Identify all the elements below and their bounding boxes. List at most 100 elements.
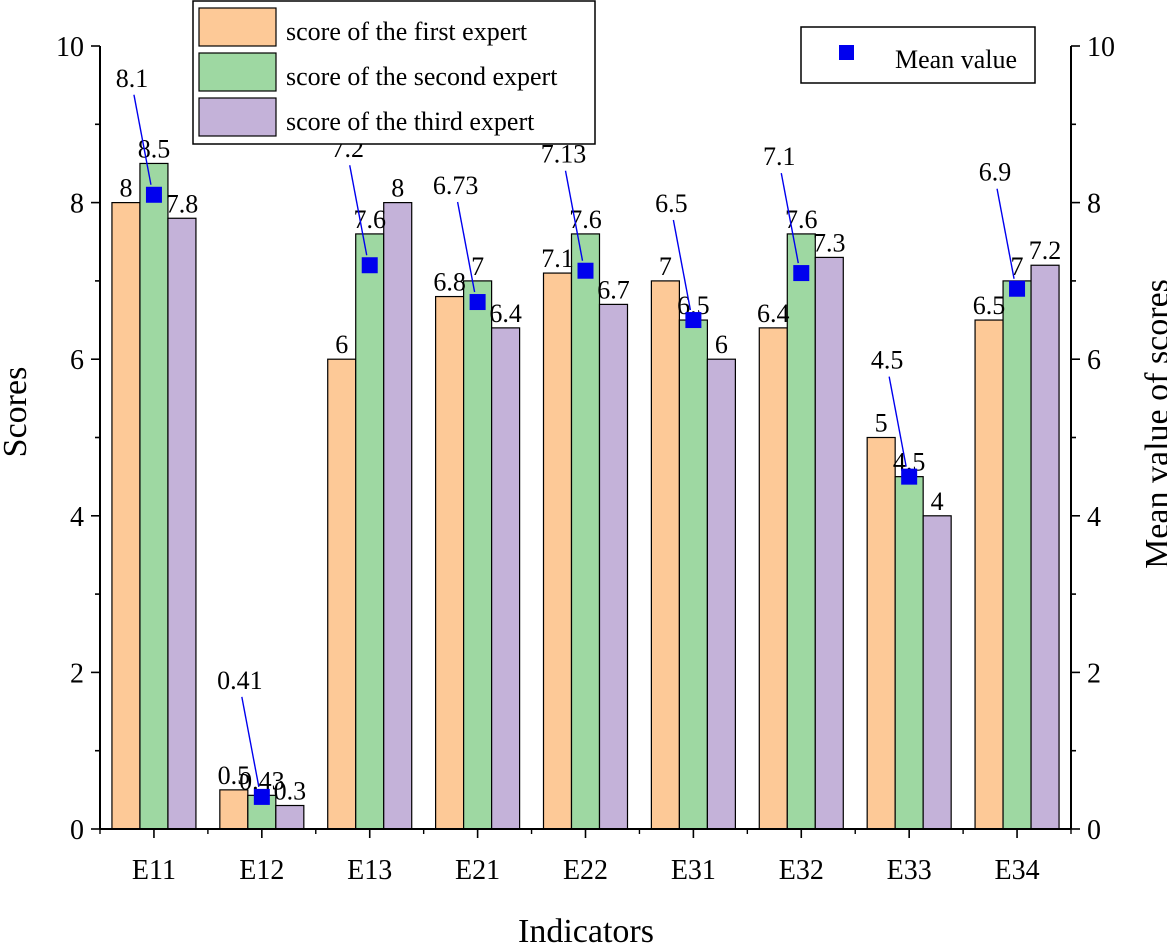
legend-swatch-second-expert <box>198 52 277 92</box>
legend-label-third-expert: score of the third expert <box>286 107 535 136</box>
mean-leader-E21 <box>456 201 476 293</box>
y-tick-label-left: 10 <box>56 32 84 63</box>
y-tick-label-left: 2 <box>70 658 84 689</box>
mean-label-E21: 6.73 <box>433 171 479 200</box>
x-tick-label-E11: E11 <box>132 855 176 886</box>
mean-marker-E31 <box>685 312 702 329</box>
bar-E22-expert-2 <box>570 233 601 830</box>
x-tick-label-E34: E34 <box>995 855 1040 886</box>
y-tick-label-left: 6 <box>70 345 84 376</box>
bar-E31-expert-3 <box>706 358 736 830</box>
bar-E12-expert-3 <box>275 804 305 830</box>
bar-E21-expert-3 <box>491 327 521 830</box>
mean-leader-E34 <box>996 188 1015 279</box>
mean-leader-E12 <box>241 696 260 788</box>
value-label-E13-expert-2: 7.6 <box>353 205 386 234</box>
bar-E33-expert-1 <box>866 436 896 830</box>
bar-E31-expert-2 <box>678 319 708 830</box>
x-axis-title: Indicators <box>518 913 654 944</box>
value-label-E21-expert-2: 7 <box>471 252 484 281</box>
value-label-E32-expert-3: 7.3 <box>813 228 846 257</box>
bar-E34-expert-3 <box>1030 264 1060 830</box>
bar-E21-expert-2 <box>463 280 493 830</box>
x-tick-label-E32: E32 <box>779 855 824 886</box>
mean-label-E34: 6.9 <box>979 158 1012 187</box>
value-label-E34-expert-2: 7 <box>1011 252 1024 281</box>
value-label-E22-expert-3: 6.7 <box>597 275 630 304</box>
mean-leader-E33 <box>888 376 907 467</box>
mean-leader-E13 <box>349 165 368 256</box>
mean-marker-E34 <box>1009 280 1026 297</box>
value-label-E31-expert-3: 6 <box>715 330 728 359</box>
bar-E13-expert-1 <box>327 358 357 830</box>
mean-leader-E31 <box>672 219 692 311</box>
y-tick-label-left: 8 <box>70 189 84 220</box>
mean-leader-E32 <box>780 172 799 264</box>
y-axis-title: Scores <box>0 367 34 458</box>
legend-label-first-expert: score of the first expert <box>286 17 528 46</box>
series-legend: score of the first expert score of the s… <box>192 0 596 145</box>
x-tick-label-E31: E31 <box>671 855 716 886</box>
value-label-E12-expert-1: 0.5 <box>218 761 251 790</box>
mean-label-E31: 6.5 <box>655 189 688 218</box>
x-tick-label-E13: E13 <box>347 855 392 886</box>
mean-label-E32: 7.1 <box>763 142 796 171</box>
x-tick-label-E33: E33 <box>887 855 932 886</box>
bar-E32-expert-2 <box>786 233 816 830</box>
bar-E31-expert-1 <box>650 280 680 830</box>
bar-E13-expert-3 <box>383 202 413 830</box>
value-label-E21-expert-3: 6.4 <box>489 299 522 328</box>
bar-E21-expert-1 <box>435 295 465 830</box>
value-label-E33-expert-1: 5 <box>875 409 888 438</box>
bar-E11-expert-3 <box>167 217 197 830</box>
x-tick-label-E22: E22 <box>563 855 608 886</box>
mean-label-E33: 4.5 <box>871 346 904 375</box>
y-tick-label-left: 0 <box>70 815 84 846</box>
mean-marker-E33 <box>901 468 918 485</box>
y-tick-label-right: 10 <box>1087 32 1115 63</box>
y-tick-label-right: 0 <box>1087 815 1101 846</box>
bars-layer <box>111 162 1060 830</box>
bar-E22-expert-3 <box>598 303 629 830</box>
x-tick-label-E21: E21 <box>455 855 500 886</box>
bar-E32-expert-3 <box>814 256 844 830</box>
legend-swatch-third-expert <box>198 97 277 137</box>
mean-legend-label: Mean value <box>895 45 1017 74</box>
mean-marker-E12 <box>253 788 270 805</box>
axes-layer: 0 0 2 2 4 4 6 6 8 8 10 10 E11 E12 E13 E21 E22 E31 E32 E33 E3… <box>56 32 1115 886</box>
value-label-E13-expert-3: 8 <box>391 174 404 203</box>
value-label-E34-expert-3: 7.2 <box>1029 236 1062 265</box>
bar-E33-expert-3 <box>922 515 952 830</box>
value-label-E11-expert-3: 7.8 <box>166 189 199 218</box>
mean-marker-E22 <box>577 262 594 279</box>
value-label-E22-expert-1: 7.1 <box>541 244 574 273</box>
mean-label-E11: 8.1 <box>116 64 149 93</box>
y-tick-label-right: 4 <box>1087 502 1101 533</box>
mean-leader-E22 <box>564 170 584 261</box>
bar-E12-expert-1 <box>219 789 249 830</box>
value-label-E33-expert-3: 4 <box>931 487 944 516</box>
value-label-E11-expert-2: 8.5 <box>138 134 171 163</box>
bar-E11-expert-1 <box>111 202 141 830</box>
y-tick-label-left: 4 <box>70 502 84 533</box>
mean-marker-E21 <box>469 294 486 311</box>
bar-E32-expert-1 <box>758 327 788 830</box>
value-label-E34-expert-1: 6.5 <box>973 291 1006 320</box>
mean-label-E12: 0.41 <box>217 666 263 695</box>
bar-E22-expert-1 <box>542 272 573 830</box>
mean-leader-E11 <box>133 94 152 185</box>
bar-E11-expert-2 <box>139 162 169 830</box>
mean-legend-marker <box>839 45 854 60</box>
y-tick-label-right: 8 <box>1087 189 1101 220</box>
value-label-E13-expert-1: 6 <box>335 330 348 359</box>
y-tick-label-right: 6 <box>1087 345 1101 376</box>
y2-axis-title: Mean value of scores <box>1139 279 1167 569</box>
bar-E34-expert-1 <box>974 319 1004 830</box>
mean-marker-E32 <box>793 265 810 282</box>
legend-label-second-expert: score of the second expert <box>286 62 558 91</box>
value-label-E32-expert-1: 6.4 <box>757 299 790 328</box>
legend-swatch-first-expert <box>198 7 277 47</box>
bar-E34-expert-2 <box>1002 280 1032 830</box>
value-label-E31-expert-1: 7 <box>659 252 672 281</box>
